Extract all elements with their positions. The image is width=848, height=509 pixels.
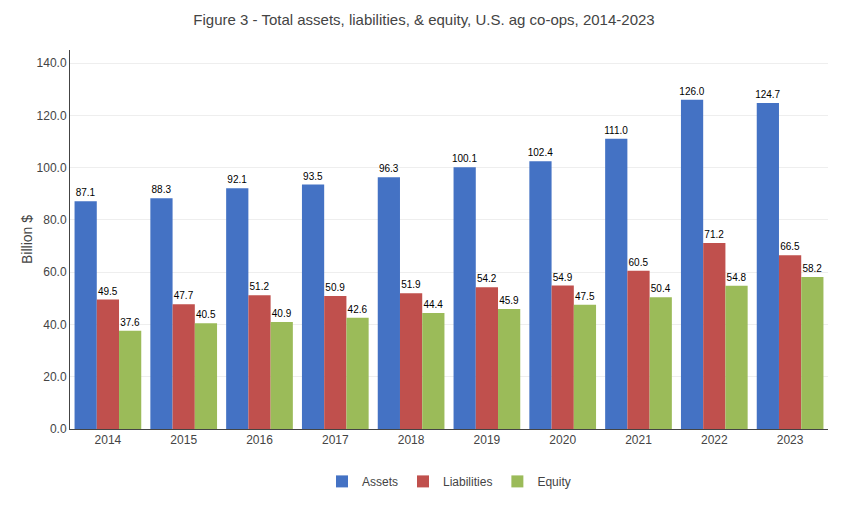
svg-text:2018: 2018 [398,433,425,447]
svg-text:49.5: 49.5 [98,286,118,297]
svg-text:93.5: 93.5 [303,171,323,182]
svg-text:2020: 2020 [549,433,576,447]
svg-text:120.0: 120.0 [37,109,67,123]
svg-text:40.5: 40.5 [196,309,216,320]
svg-text:51.9: 51.9 [401,279,421,290]
svg-text:102.4: 102.4 [528,147,553,158]
svg-text:0.0: 0.0 [50,422,67,436]
svg-text:58.2: 58.2 [802,263,822,274]
svg-text:66.5: 66.5 [780,241,800,252]
svg-text:2019: 2019 [474,433,501,447]
svg-text:2017: 2017 [322,433,349,447]
svg-text:100.0: 100.0 [37,161,67,175]
svg-text:92.1: 92.1 [227,174,247,185]
svg-text:Billion $: Billion $ [19,215,35,264]
svg-text:60.5: 60.5 [629,257,649,268]
svg-text:37.6: 37.6 [120,317,140,328]
svg-text:2023: 2023 [777,433,804,447]
svg-text:40.9: 40.9 [272,308,292,319]
svg-text:50.4: 50.4 [651,283,671,294]
svg-text:Equity: Equity [537,475,570,489]
svg-text:47.7: 47.7 [174,290,194,301]
svg-text:2015: 2015 [170,433,197,447]
svg-text:140.0: 140.0 [37,56,67,70]
svg-text:2016: 2016 [246,433,273,447]
svg-text:88.3: 88.3 [152,184,172,195]
svg-text:80.0: 80.0 [43,213,67,227]
svg-text:87.1: 87.1 [76,187,96,198]
svg-text:2014: 2014 [95,433,122,447]
svg-text:45.9: 45.9 [499,295,519,306]
svg-text:54.9: 54.9 [553,272,573,283]
svg-text:71.2: 71.2 [704,229,724,240]
svg-text:54.2: 54.2 [477,273,497,284]
svg-text:54.8: 54.8 [727,272,747,283]
svg-text:51.2: 51.2 [250,281,270,292]
svg-text:Figure 3 - Total assets, liabi: Figure 3 - Total assets, liabilities, & … [193,11,654,28]
svg-text:Liabilities: Liabilities [443,475,492,489]
svg-text:40.0: 40.0 [43,318,67,332]
svg-text:44.4: 44.4 [423,299,443,310]
svg-text:50.9: 50.9 [325,282,345,293]
svg-text:2021: 2021 [625,433,652,447]
svg-text:2022: 2022 [701,433,728,447]
svg-text:96.3: 96.3 [379,163,399,174]
svg-text:60.0: 60.0 [43,265,67,279]
svg-text:20.0: 20.0 [43,370,67,384]
svg-text:126.0: 126.0 [679,86,704,97]
svg-text:47.5: 47.5 [575,291,595,302]
svg-text:Assets: Assets [362,475,398,489]
svg-text:124.7: 124.7 [755,89,780,100]
svg-text:42.6: 42.6 [348,304,368,315]
svg-text:100.1: 100.1 [452,153,477,164]
svg-text:111.0: 111.0 [604,125,628,136]
